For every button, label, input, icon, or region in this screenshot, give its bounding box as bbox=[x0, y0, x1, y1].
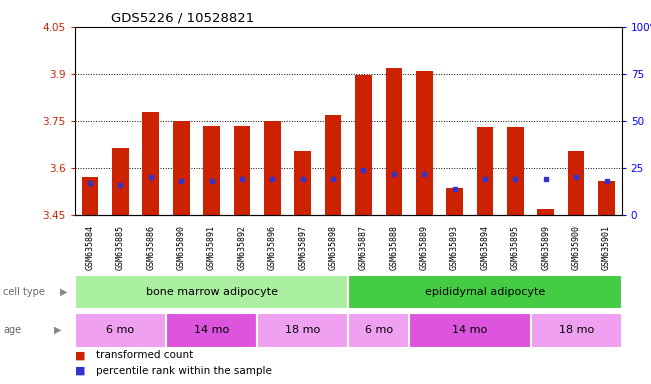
Bar bbox=[294, 151, 311, 215]
Text: 18 mo: 18 mo bbox=[285, 325, 320, 335]
Text: ■: ■ bbox=[75, 350, 85, 360]
Bar bbox=[416, 71, 432, 215]
Bar bbox=[385, 68, 402, 215]
Bar bbox=[507, 127, 523, 215]
Bar bbox=[166, 313, 257, 348]
Bar bbox=[446, 189, 463, 215]
Text: 18 mo: 18 mo bbox=[559, 325, 594, 335]
Bar bbox=[173, 121, 189, 215]
Bar bbox=[112, 147, 129, 215]
Text: ■: ■ bbox=[75, 366, 85, 376]
Bar bbox=[537, 209, 554, 215]
Bar bbox=[257, 313, 348, 348]
Bar bbox=[531, 313, 622, 348]
Bar bbox=[75, 275, 348, 309]
Bar bbox=[348, 275, 622, 309]
Bar bbox=[234, 126, 250, 215]
Text: 14 mo: 14 mo bbox=[194, 325, 229, 335]
Bar bbox=[82, 177, 98, 215]
Text: age: age bbox=[3, 325, 21, 335]
Bar bbox=[203, 126, 220, 215]
Text: percentile rank within the sample: percentile rank within the sample bbox=[96, 366, 271, 376]
Text: 6 mo: 6 mo bbox=[365, 325, 393, 335]
Text: ▶: ▶ bbox=[53, 325, 61, 335]
Text: transformed count: transformed count bbox=[96, 350, 193, 360]
Bar bbox=[348, 313, 409, 348]
Bar bbox=[568, 151, 585, 215]
Bar bbox=[355, 76, 372, 215]
Bar bbox=[598, 180, 615, 215]
Bar bbox=[143, 112, 159, 215]
Bar bbox=[264, 121, 281, 215]
Bar bbox=[477, 127, 493, 215]
Bar bbox=[75, 313, 166, 348]
Text: bone marrow adipocyte: bone marrow adipocyte bbox=[146, 287, 277, 297]
Text: GDS5226 / 10528821: GDS5226 / 10528821 bbox=[111, 12, 254, 25]
Text: ▶: ▶ bbox=[60, 287, 68, 297]
Text: 14 mo: 14 mo bbox=[452, 325, 488, 335]
Bar bbox=[409, 313, 531, 348]
Text: epididymal adipocyte: epididymal adipocyte bbox=[425, 287, 545, 297]
Bar bbox=[325, 115, 341, 215]
Text: 6 mo: 6 mo bbox=[106, 325, 135, 335]
Text: cell type: cell type bbox=[3, 287, 45, 297]
